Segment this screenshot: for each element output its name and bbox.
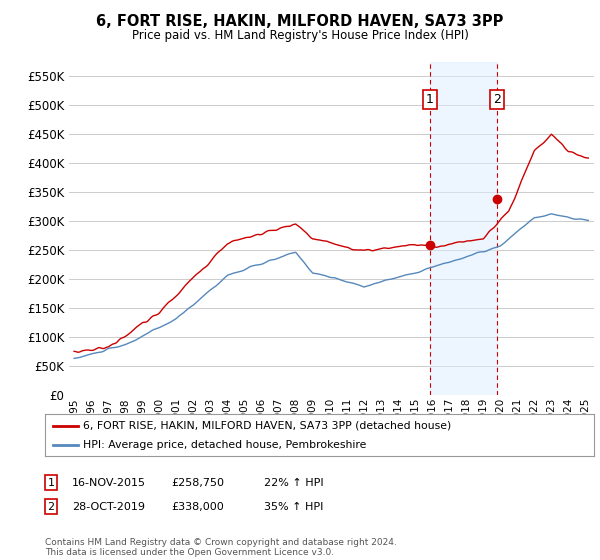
Text: £338,000: £338,000 [171, 502, 224, 512]
Text: 2: 2 [47, 502, 55, 512]
Text: 16-NOV-2015: 16-NOV-2015 [72, 478, 146, 488]
Text: 1: 1 [47, 478, 55, 488]
Text: 1: 1 [426, 93, 434, 106]
Text: 22% ↑ HPI: 22% ↑ HPI [264, 478, 323, 488]
Bar [430, 62, 497, 395]
Text: 35% ↑ HPI: 35% ↑ HPI [264, 502, 323, 512]
Text: 28-OCT-2019: 28-OCT-2019 [72, 502, 145, 512]
Text: Price paid vs. HM Land Registry's House Price Index (HPI): Price paid vs. HM Land Registry's House … [131, 29, 469, 42]
Text: 6, FORT RISE, HAKIN, MILFORD HAVEN, SA73 3PP (detached house): 6, FORT RISE, HAKIN, MILFORD HAVEN, SA73… [83, 421, 452, 431]
Text: Contains HM Land Registry data © Crown copyright and database right 2024.
This d: Contains HM Land Registry data © Crown c… [45, 538, 397, 557]
Text: HPI: Average price, detached house, Pembrokeshire: HPI: Average price, detached house, Pemb… [83, 440, 367, 450]
Text: 2: 2 [493, 93, 501, 106]
Text: £258,750: £258,750 [171, 478, 224, 488]
Text: 6, FORT RISE, HAKIN, MILFORD HAVEN, SA73 3PP: 6, FORT RISE, HAKIN, MILFORD HAVEN, SA73… [97, 14, 503, 29]
